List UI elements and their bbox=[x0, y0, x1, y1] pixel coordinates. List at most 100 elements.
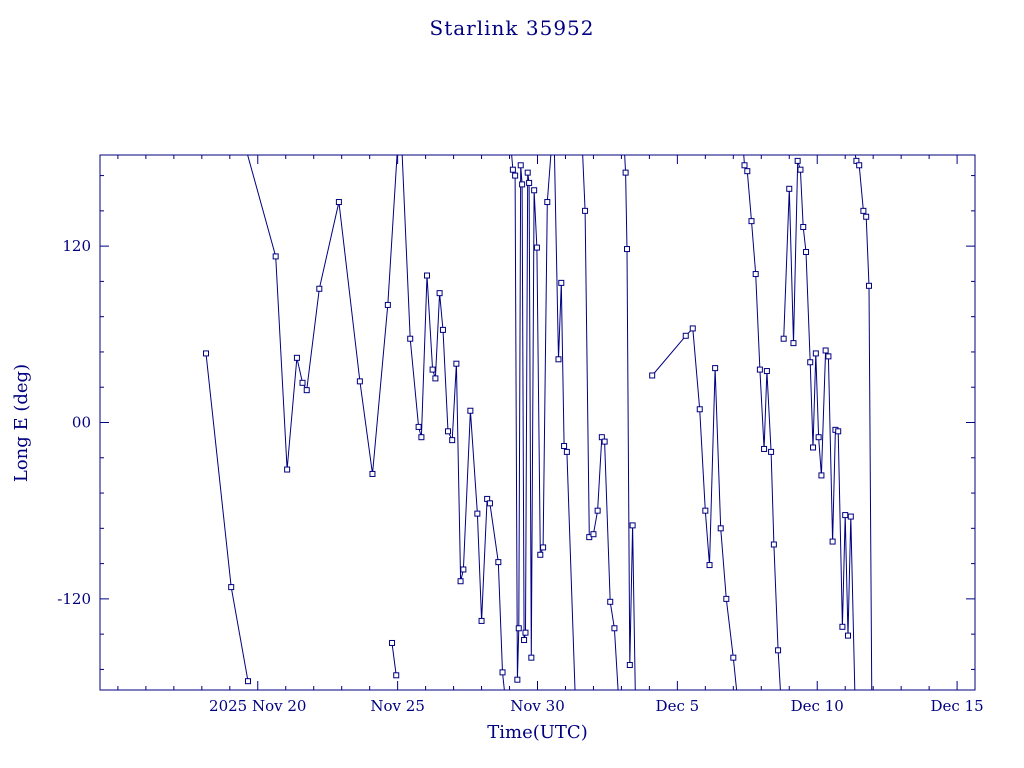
chart-title: Starlink 35952 bbox=[429, 16, 595, 40]
data-point-marker bbox=[436, 290, 443, 297]
data-point-marker bbox=[860, 207, 867, 214]
data-point-marker bbox=[607, 598, 614, 605]
data-point-marker bbox=[299, 379, 306, 386]
data-point-marker bbox=[829, 538, 836, 545]
data-point-marker bbox=[865, 282, 872, 289]
data-point-marker bbox=[807, 359, 814, 366]
data-point-marker bbox=[752, 271, 759, 278]
data-point-marker bbox=[649, 372, 656, 379]
data-point-marker bbox=[835, 428, 842, 435]
data-point-marker bbox=[706, 562, 713, 569]
data-point-marker bbox=[555, 356, 562, 363]
x-tick-label: Dec 15 bbox=[931, 697, 984, 715]
data-point-marker bbox=[756, 366, 763, 373]
data-point-marker bbox=[429, 366, 436, 373]
data-point-marker bbox=[272, 253, 279, 260]
y-tick-label: 00 bbox=[72, 414, 91, 432]
data-point-marker bbox=[689, 325, 696, 332]
data-point-marker bbox=[563, 448, 570, 455]
data-series-segment bbox=[205, 353, 249, 682]
data-point-marker bbox=[407, 335, 414, 342]
data-point-marker bbox=[780, 335, 787, 342]
data-point-marker bbox=[531, 187, 538, 194]
data-series-segment bbox=[651, 327, 738, 690]
data-point-marker bbox=[526, 179, 533, 186]
data-point-marker bbox=[594, 507, 601, 514]
data-series-segment bbox=[854, 155, 873, 690]
data-point-marker bbox=[839, 623, 846, 630]
data-point-marker bbox=[810, 444, 817, 451]
data-point-marker bbox=[815, 434, 822, 441]
data-point-marker bbox=[393, 672, 400, 679]
data-point-marker bbox=[629, 522, 636, 529]
data-point-marker bbox=[499, 669, 506, 676]
data-point-marker bbox=[293, 354, 300, 361]
data-point-marker bbox=[626, 662, 633, 669]
data-point-marker bbox=[812, 350, 819, 357]
x-tick-label: Nov 30 bbox=[510, 697, 565, 715]
data-point-marker bbox=[717, 525, 724, 532]
data-point-marker bbox=[794, 157, 801, 164]
data-point-marker bbox=[856, 162, 863, 169]
data-point-marker bbox=[601, 438, 608, 445]
data-point-marker bbox=[449, 437, 456, 444]
data-point-marker bbox=[524, 169, 531, 176]
data-point-marker bbox=[748, 218, 755, 225]
data-point-marker bbox=[786, 185, 793, 192]
data-point-marker bbox=[478, 617, 485, 624]
data-series-segment bbox=[247, 155, 398, 474]
data-point-marker bbox=[730, 654, 737, 661]
data-point-marker bbox=[842, 512, 849, 519]
data-point-marker bbox=[424, 272, 431, 279]
data-point-marker bbox=[561, 443, 568, 450]
data-point-marker bbox=[797, 166, 804, 173]
data-point-marker bbox=[800, 224, 807, 231]
data-point-marker bbox=[453, 360, 460, 367]
data-point-marker bbox=[696, 406, 703, 413]
data-point-marker bbox=[624, 246, 631, 253]
data-point-marker bbox=[432, 375, 439, 382]
data-point-marker bbox=[495, 559, 502, 566]
data-point-marker bbox=[356, 378, 363, 385]
data-point-marker bbox=[825, 353, 832, 360]
x-tick-label: Nov 25 bbox=[370, 697, 425, 715]
data-point-marker bbox=[418, 434, 425, 441]
data-point-marker bbox=[540, 544, 547, 551]
y-tick-label: -120 bbox=[57, 590, 91, 608]
data-point-marker bbox=[316, 285, 323, 292]
data-point-marker bbox=[517, 162, 524, 169]
data-point-marker bbox=[611, 625, 618, 632]
data-point-marker bbox=[790, 340, 797, 347]
data-series-segment bbox=[511, 155, 552, 680]
x-tick-label: Dec 10 bbox=[791, 697, 844, 715]
data-series-segment bbox=[624, 155, 636, 690]
data-point-marker bbox=[521, 637, 528, 644]
data-point-marker bbox=[682, 332, 689, 339]
data-point-marker bbox=[519, 181, 526, 188]
data-point-marker bbox=[590, 531, 597, 538]
data-point-marker bbox=[515, 625, 522, 632]
data-point-marker bbox=[775, 647, 782, 654]
data-point-marker bbox=[818, 472, 825, 479]
data-point-marker bbox=[460, 566, 467, 573]
data-point-marker bbox=[544, 199, 551, 206]
data-series-segment bbox=[783, 160, 856, 690]
data-point-marker bbox=[509, 166, 516, 173]
data-point-marker bbox=[384, 301, 391, 308]
data-series-segment bbox=[582, 155, 619, 690]
data-point-marker bbox=[457, 578, 464, 585]
data-point-marker bbox=[369, 470, 376, 477]
data-point-marker bbox=[582, 207, 589, 214]
data-point-marker bbox=[439, 326, 446, 333]
data-point-marker bbox=[537, 551, 544, 558]
data-point-marker bbox=[702, 507, 709, 514]
data-point-marker bbox=[845, 632, 852, 639]
data-point-marker bbox=[558, 279, 565, 286]
data-point-marker bbox=[744, 168, 751, 175]
x-tick-label: Dec 5 bbox=[656, 697, 700, 715]
data-point-marker bbox=[444, 428, 451, 435]
data-point-marker bbox=[803, 249, 810, 256]
data-point-marker bbox=[514, 676, 521, 683]
